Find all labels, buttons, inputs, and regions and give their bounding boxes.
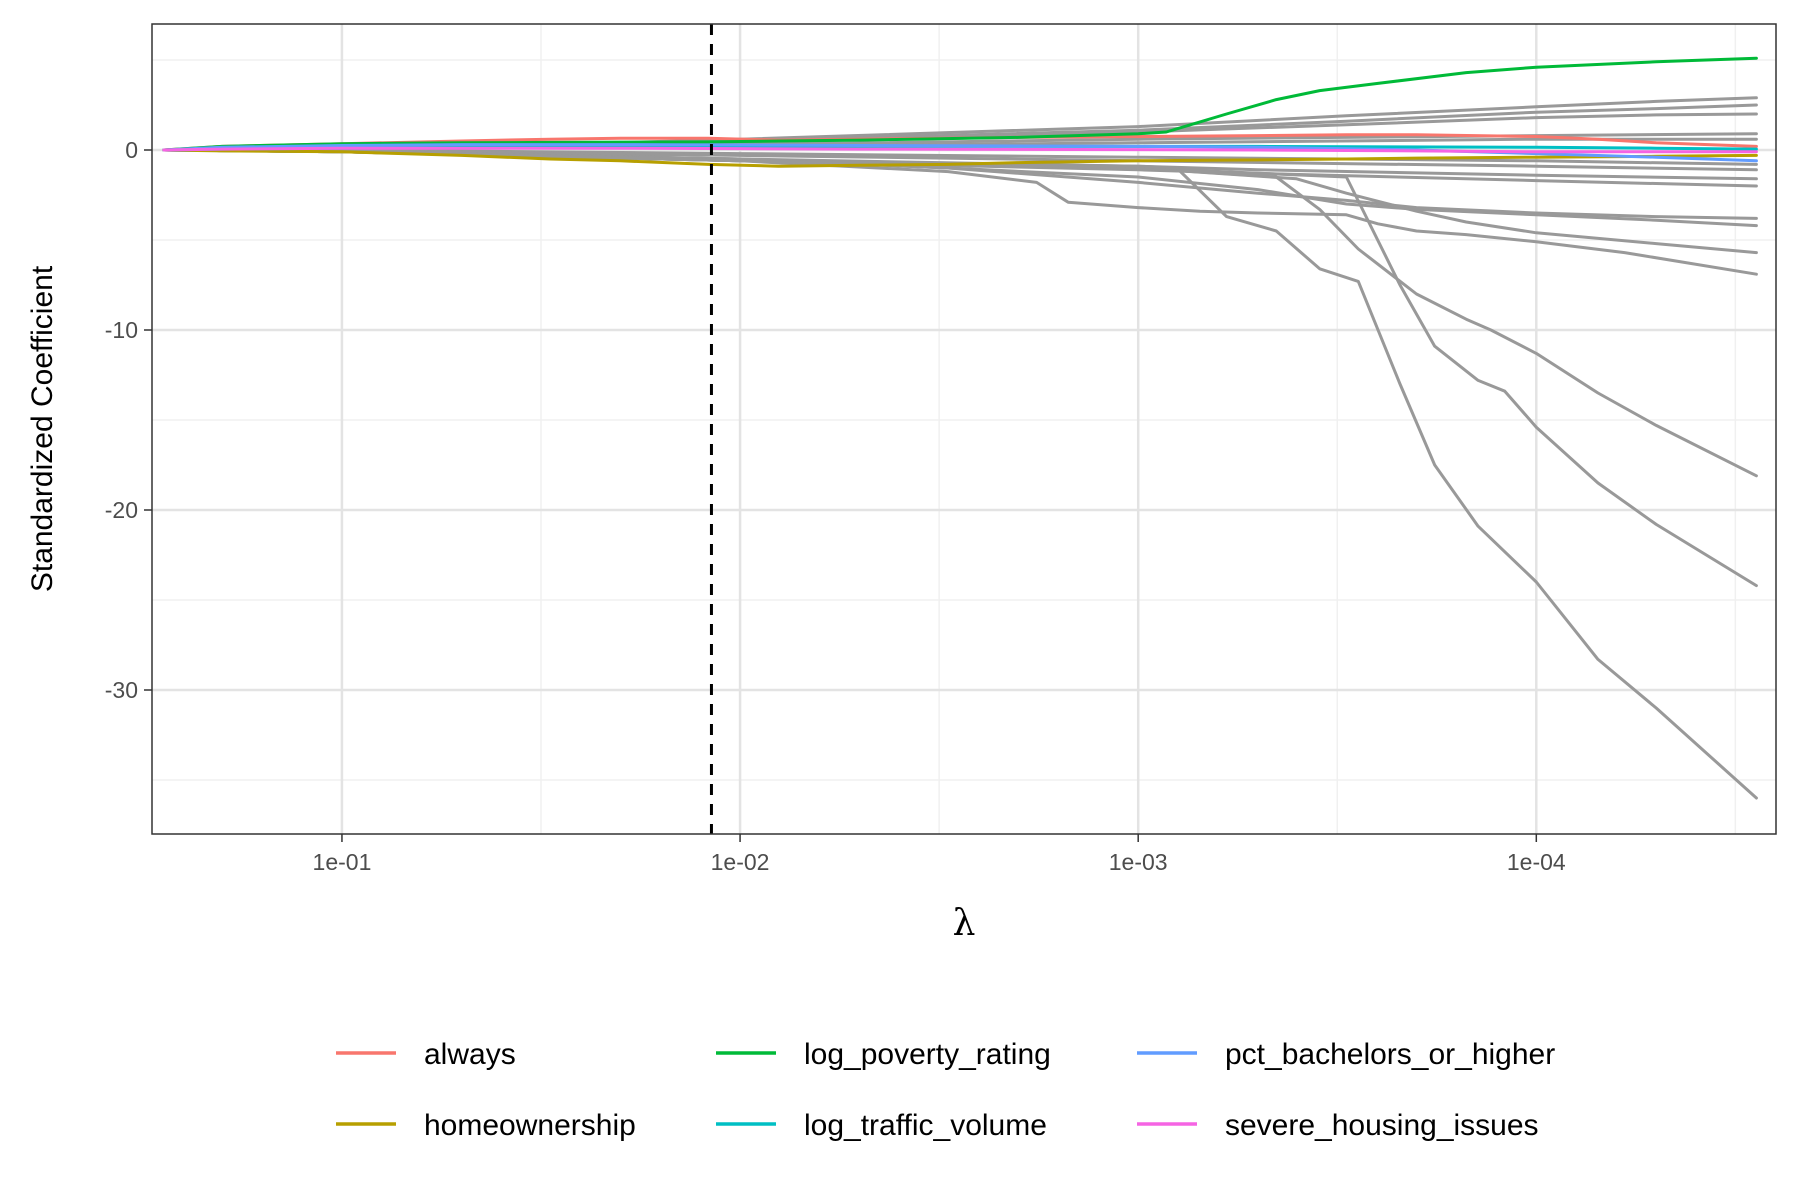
plot-panel-border <box>151 23 1777 835</box>
x-axis-title: λ <box>953 903 976 944</box>
series-line-severe-housing-issues <box>162 146 1758 154</box>
x-tick-label: 1e-02 <box>711 849 770 875</box>
y-tick-label: 0 <box>125 137 138 163</box>
legend-label: pct_bachelors_or_higher <box>1225 1038 1555 1071</box>
y-tick-label: -30 <box>105 677 138 703</box>
legend-item-pct-bachelors-or-higher: pct_bachelors_or_higher <box>1137 1038 1555 1071</box>
y-axis: 0 -10 -20 -30 <box>105 137 152 703</box>
y-axis-title: Standardized Coefficient <box>26 265 59 592</box>
legend-item-log-traffic-volume: log_traffic_volume <box>716 1109 1047 1142</box>
legend-label: log_traffic_volume <box>804 1109 1047 1142</box>
legend-label: always <box>424 1038 516 1071</box>
legend-item-log-poverty-rating: log_poverty_rating <box>716 1038 1051 1071</box>
series-line-homeownership <box>162 148 1758 168</box>
legend-label: severe_housing_issues <box>1225 1109 1539 1142</box>
legend: always homeownership log_poverty_ratinglog… <box>336 1038 1555 1142</box>
x-tick-label: 1e-04 <box>1507 849 1566 875</box>
x-axis: 1e-01 1e-02 1e-03 1e-04 <box>313 834 1566 875</box>
y-tick-label: -10 <box>105 317 138 343</box>
legend-label: log_poverty_rating <box>804 1038 1051 1071</box>
legend-item-homeownership: homeownership <box>336 1109 636 1142</box>
legend-label: homeownership <box>424 1109 636 1142</box>
legend-item-always: always <box>336 1038 516 1071</box>
series-line-log-poverty-rating <box>162 56 1758 152</box>
y-tick-label: -20 <box>105 497 138 523</box>
legend-item-severe-housing-issues: severe_housing_issues <box>1137 1109 1539 1142</box>
highlighted-series-group <box>162 56 1758 168</box>
series-line-pct-bachelors-or-higher <box>162 143 1758 163</box>
x-tick-label: 1e-03 <box>1109 849 1168 875</box>
x-tick-label: 1e-01 <box>313 849 372 875</box>
